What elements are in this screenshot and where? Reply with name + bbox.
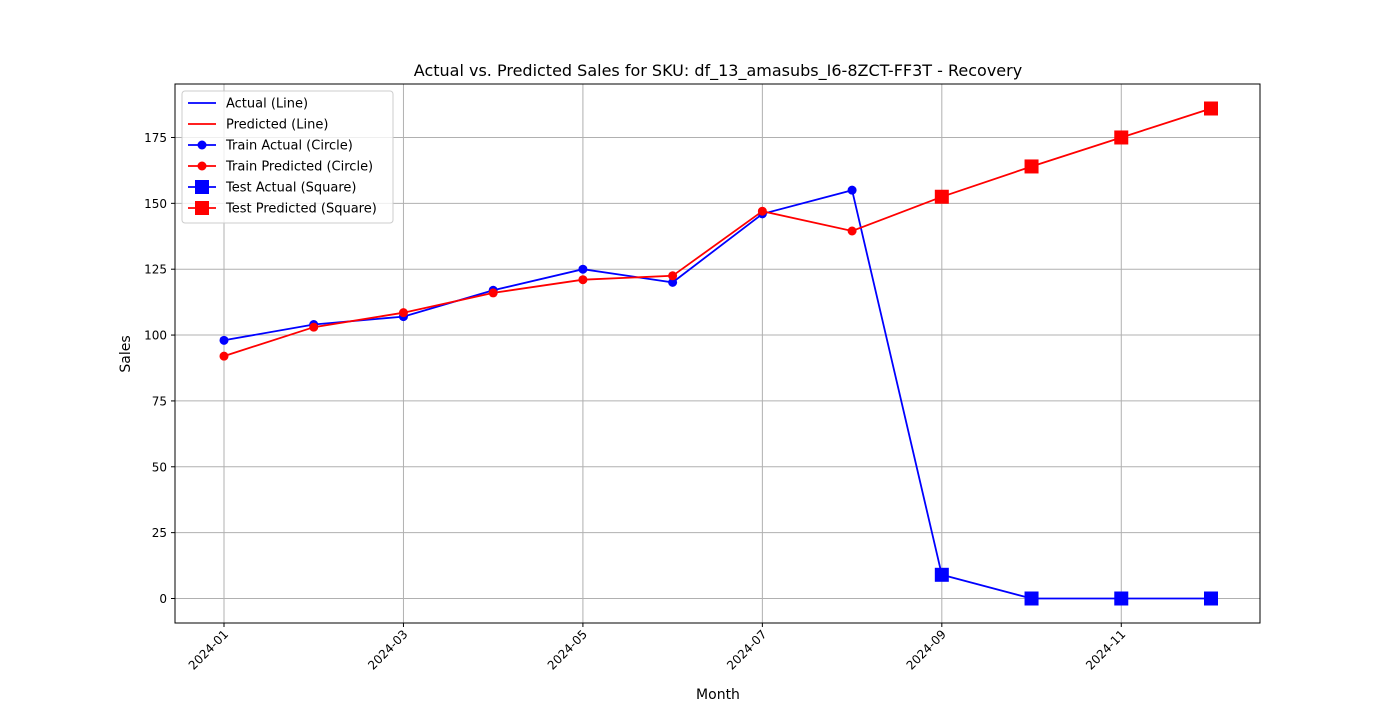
actual-series-line [223, 189, 1211, 600]
predicted-series-line [223, 107, 1212, 357]
train-actual-point [847, 185, 857, 195]
plot-area-frame [174, 83, 1261, 624]
series-layer [219, 101, 1218, 606]
test-predicted-point [1024, 159, 1039, 174]
legend-label: Train Actual (Circle) [225, 139, 353, 154]
x-tick-label: 2024-11 [1083, 627, 1128, 672]
legend-circle-marker [197, 161, 207, 171]
train-predicted-point [847, 226, 857, 236]
legend-square-marker [195, 180, 209, 194]
legend-box [181, 90, 394, 224]
legend-label: Test Predicted (Square) [225, 202, 377, 217]
y-tick-label: 25 [152, 526, 167, 540]
train-predicted-point [757, 206, 767, 216]
legend-square-marker [195, 201, 209, 215]
legend-label: Test Actual (Square) [225, 181, 357, 196]
train-predicted-point [578, 275, 588, 285]
train-actual-point [668, 277, 678, 287]
y-tick-label: 150 [144, 197, 167, 211]
test-predicted-point [1204, 101, 1218, 116]
x-tick-label: 2024-03 [365, 627, 410, 672]
y-tick-label: 0 [159, 592, 167, 606]
legend-label: Actual (Line) [226, 97, 308, 112]
test-actual-point [934, 567, 949, 582]
train-actual-point [578, 264, 588, 274]
y-tick-label: 50 [152, 460, 167, 474]
train-predicted-point [668, 271, 678, 281]
legend-label: Predicted (Line) [226, 118, 328, 133]
x-tick-label: 2024-09 [904, 627, 949, 672]
x-tick-label: 2024-01 [186, 627, 231, 672]
y-tick-label: 100 [144, 329, 167, 343]
test-actual-point [1024, 591, 1039, 606]
train-actual-point [219, 335, 229, 345]
y-tick-label: 125 [144, 263, 167, 277]
train-predicted-point [398, 308, 408, 318]
y-axis-label: Sales [118, 335, 134, 372]
test-actual-point [1204, 591, 1218, 606]
legend: Actual (Line) Predicted (Line) Train Actua… [181, 90, 394, 224]
test-predicted-point [934, 189, 949, 204]
grid-lines [175, 84, 1260, 623]
train-predicted-point [309, 322, 319, 332]
legend-circle-marker [197, 140, 207, 150]
y-tick-label: 75 [152, 394, 167, 408]
x-tick-label: 2024-05 [545, 627, 590, 672]
y-tick-label: 175 [144, 131, 167, 145]
x-tick-label: 2024-07 [724, 627, 769, 672]
test-predicted-point [1114, 130, 1129, 145]
chart-title: Actual vs. Predicted Sales for SKU: df_1… [414, 61, 1022, 81]
legend-label: Train Predicted (Circle) [225, 160, 373, 175]
test-actual-point [1114, 591, 1129, 606]
x-axis-label: Month [696, 687, 740, 700]
train-predicted-point [219, 351, 229, 361]
train-predicted-point [488, 288, 498, 298]
